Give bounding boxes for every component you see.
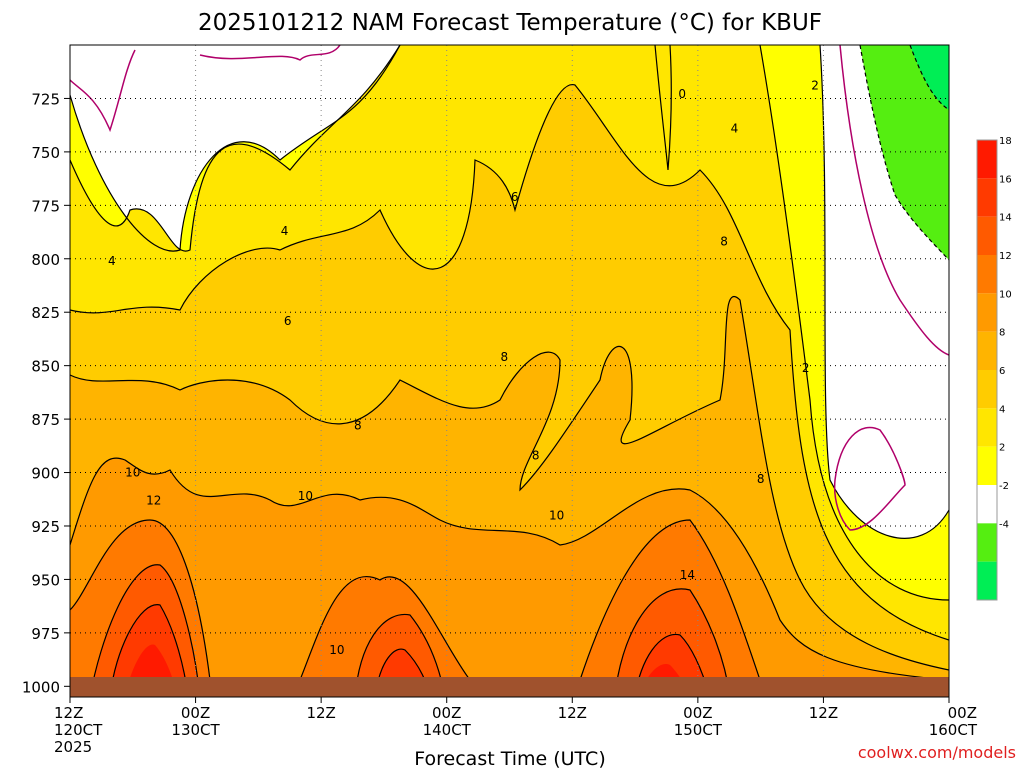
colorbar-label: -4 xyxy=(999,519,1009,530)
y-tick-label: 875 xyxy=(31,411,60,429)
isotherm-dashed-neg4 xyxy=(909,45,949,111)
plot-area xyxy=(70,45,949,697)
colorbar-label: 4 xyxy=(999,404,1005,415)
colorbar-swatch xyxy=(977,523,997,562)
colorbar-swatch xyxy=(977,485,997,524)
y-tick-label: 900 xyxy=(31,465,60,483)
y-tick-label: 975 xyxy=(31,625,60,643)
y-tick-label: 800 xyxy=(31,251,60,269)
x-axis-label: Forecast Time (UTC) xyxy=(414,748,605,768)
watermark: coolwx.com/models xyxy=(858,743,1016,762)
isotherm-dashed-neg2 xyxy=(859,45,949,261)
ground-strip xyxy=(70,677,949,697)
x-tick-label: 120CT xyxy=(54,721,103,739)
contour-label: 8 xyxy=(757,472,765,486)
colorbar-label: 12 xyxy=(999,251,1012,262)
x-tick-label: 160CT xyxy=(929,721,978,739)
colorbar-label: 10 xyxy=(999,289,1012,300)
x-tick-label: 12Z xyxy=(54,704,83,722)
temp-band-neg-4-to-neg-6 xyxy=(910,45,949,110)
colorbar-swatch xyxy=(977,408,997,447)
contour-label: 2 xyxy=(802,361,810,375)
colorbar-label: 8 xyxy=(999,328,1005,339)
colorbar-swatch xyxy=(977,331,997,370)
contour-label: 4 xyxy=(731,121,739,135)
y-tick-label: 950 xyxy=(31,571,60,589)
colorbar-swatch xyxy=(977,561,997,600)
temp-band-neg-2-to-neg-4 xyxy=(860,45,949,260)
colorbar: 18 16 14 12 10 8 6 4 2 -2 -4 xyxy=(976,136,1012,601)
y-tick-label: 850 xyxy=(31,358,60,376)
contour-label: 4 xyxy=(281,224,289,238)
zero-line-loop xyxy=(833,426,906,531)
colorbar-frame xyxy=(976,139,998,601)
x-tick-label: 00Z xyxy=(948,704,977,722)
x-tick-label: 00Z xyxy=(181,704,210,722)
contour-label: 10 xyxy=(549,508,564,522)
y-tick-label: 775 xyxy=(31,197,60,215)
colorbar-swatch xyxy=(977,293,997,332)
isotherm-12 xyxy=(70,519,761,681)
colorbar-swatch xyxy=(977,255,997,294)
contour-label: 14 xyxy=(680,568,695,582)
x-tick-label: 130CT xyxy=(171,721,220,739)
contour-label: 0 xyxy=(678,87,686,101)
colorbar-swatch xyxy=(977,446,997,485)
contour-label: 6 xyxy=(284,314,292,328)
contour-label: 6 xyxy=(511,190,519,204)
contour-label: 8 xyxy=(532,448,540,462)
contour-label: 8 xyxy=(720,235,728,249)
colorbar-label: 16 xyxy=(999,174,1012,185)
contour-label: 4 xyxy=(108,254,116,268)
chart-title: 2025101212 NAM Forecast Temperature (°C)… xyxy=(198,10,822,36)
y-axis: 725 750 775 800 825 850 875 900 925 950 975 1000 xyxy=(22,90,70,696)
x-tick-label: 12Z xyxy=(558,704,587,722)
colorbar-label: 6 xyxy=(999,366,1005,377)
temp-band-14-16 xyxy=(90,564,730,697)
contour-label: 12 xyxy=(146,493,161,507)
contour-label: 8 xyxy=(354,419,362,433)
zero-line-upper-left xyxy=(70,45,341,133)
contour-labels: 0 2 2 4 4 4 6 6 8 8 8 8 8 10 10 10 10 12 14 xyxy=(108,79,819,657)
colorbar-label: -2 xyxy=(999,481,1009,492)
gridlines xyxy=(70,45,949,697)
zero-degree-lines xyxy=(70,45,949,531)
colorbar-swatch xyxy=(977,370,997,409)
contour-label: 10 xyxy=(125,466,140,480)
y-tick-label: 825 xyxy=(31,304,60,322)
colorbar-label: 2 xyxy=(999,443,1005,454)
isotherm-0-upper xyxy=(654,45,672,171)
y-tick-label: 1000 xyxy=(22,678,60,696)
isotherm-14 xyxy=(89,564,731,697)
colorbar-swatch xyxy=(977,140,997,179)
y-tick-label: 725 xyxy=(31,90,60,108)
x-tick-label: 140CT xyxy=(423,721,472,739)
x-tick-label: 00Z xyxy=(683,704,712,722)
colorbar-label: 18 xyxy=(999,136,1012,147)
y-tick-label: 925 xyxy=(31,518,60,536)
colorbar-label: 14 xyxy=(999,213,1012,224)
colorbar-swatch xyxy=(977,178,997,217)
isotherm-6 xyxy=(70,84,949,641)
zero-line-right xyxy=(839,45,949,356)
contour-label: 10 xyxy=(298,489,313,503)
contour-label: 2 xyxy=(811,79,819,93)
x-tick-label: 12Z xyxy=(306,704,335,722)
x-tick-label: 2025 xyxy=(54,738,92,756)
y-tick-label: 750 xyxy=(31,144,60,162)
isotherm-8 xyxy=(70,296,949,671)
isotherm-10 xyxy=(70,457,949,681)
colorbar-swatch xyxy=(977,216,997,255)
temp-band-12-14 xyxy=(70,520,949,697)
x-tick-label: 12Z xyxy=(809,704,838,722)
contour-label: 8 xyxy=(500,350,508,364)
x-tick-label: 150CT xyxy=(674,721,723,739)
plot-frame xyxy=(69,44,950,698)
x-tick-label: 00Z xyxy=(432,704,461,722)
contour-label: 10 xyxy=(329,643,344,657)
isotherm-contours xyxy=(70,45,949,697)
